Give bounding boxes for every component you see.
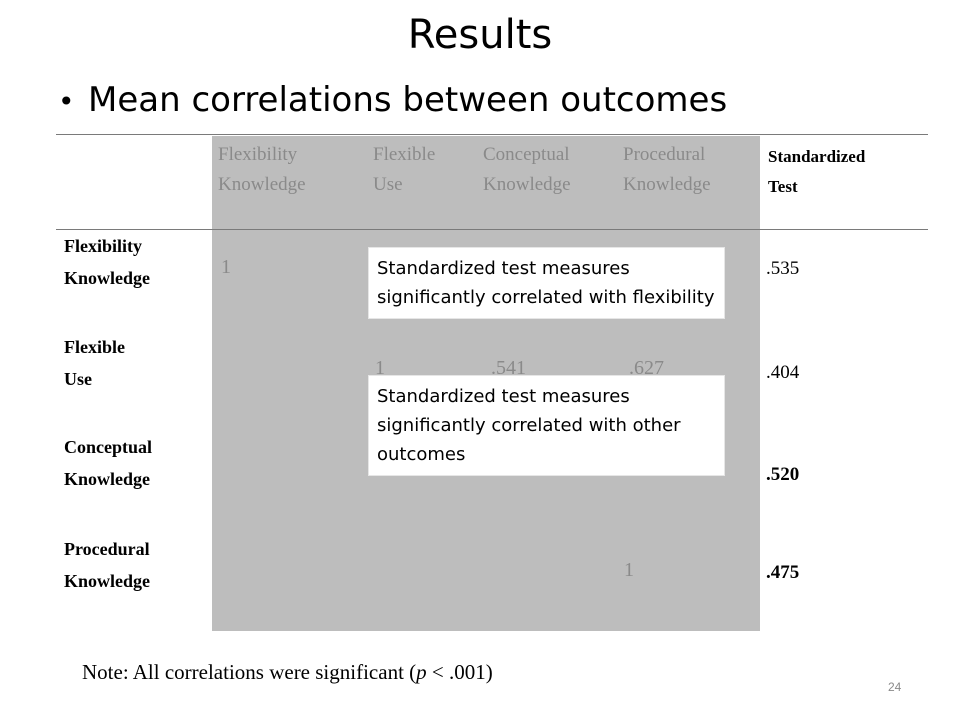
cell-standardized-conceptual-knowledge: .520 [766,464,800,485]
callout-flexibility: Standardized test measures significantly… [368,247,725,319]
bullet-marker: • [58,85,75,118]
cell-flexibility-knowledge-diagonal: 1 [221,256,231,278]
column-header-flexibility-knowledge: Flexibility Knowledge [218,144,306,195]
column-header-conceptual-knowledge: Conceptual Knowledge [483,144,571,195]
header-bottom-rule [56,229,928,230]
cell-flexible-use-procedural: .627 [629,357,664,379]
page-number: 24 [888,680,902,694]
bullet-text: Mean correlations between outcomes [88,80,728,120]
row-label-conceptual-knowledge: Conceptual Knowledge [64,437,153,489]
row-label-flexibility-knowledge: Flexibility Knowledge [64,236,151,288]
slide-title: Results [407,12,553,58]
callout-other-outcomes: Standardized test measures significantly… [368,375,725,476]
cell-flexible-use-conceptual: .541 [491,357,526,379]
cell-standardized-flexibility-knowledge: .535 [766,258,800,279]
cell-standardized-procedural-knowledge: .475 [766,562,800,583]
column-header-flexible-use: Flexible Use [373,144,436,195]
bullet-item: • Mean correlations between outcomes [58,80,727,120]
row-label-flexible-use: Flexible Use [64,337,125,389]
significance-note: Note: All correlations were significant … [82,660,493,684]
table-top-rule [56,134,928,135]
cell-procedural-knowledge-diagonal: 1 [624,559,634,581]
column-header-procedural-knowledge: Procedural Knowledge [623,144,711,195]
row-label-procedural-knowledge: Procedural Knowledge [64,539,151,591]
cell-flexible-use-diagonal: 1 [375,357,385,379]
cell-standardized-flexible-use: .404 [766,362,800,383]
column-header-standardized-test: Standardized Test [768,147,866,196]
